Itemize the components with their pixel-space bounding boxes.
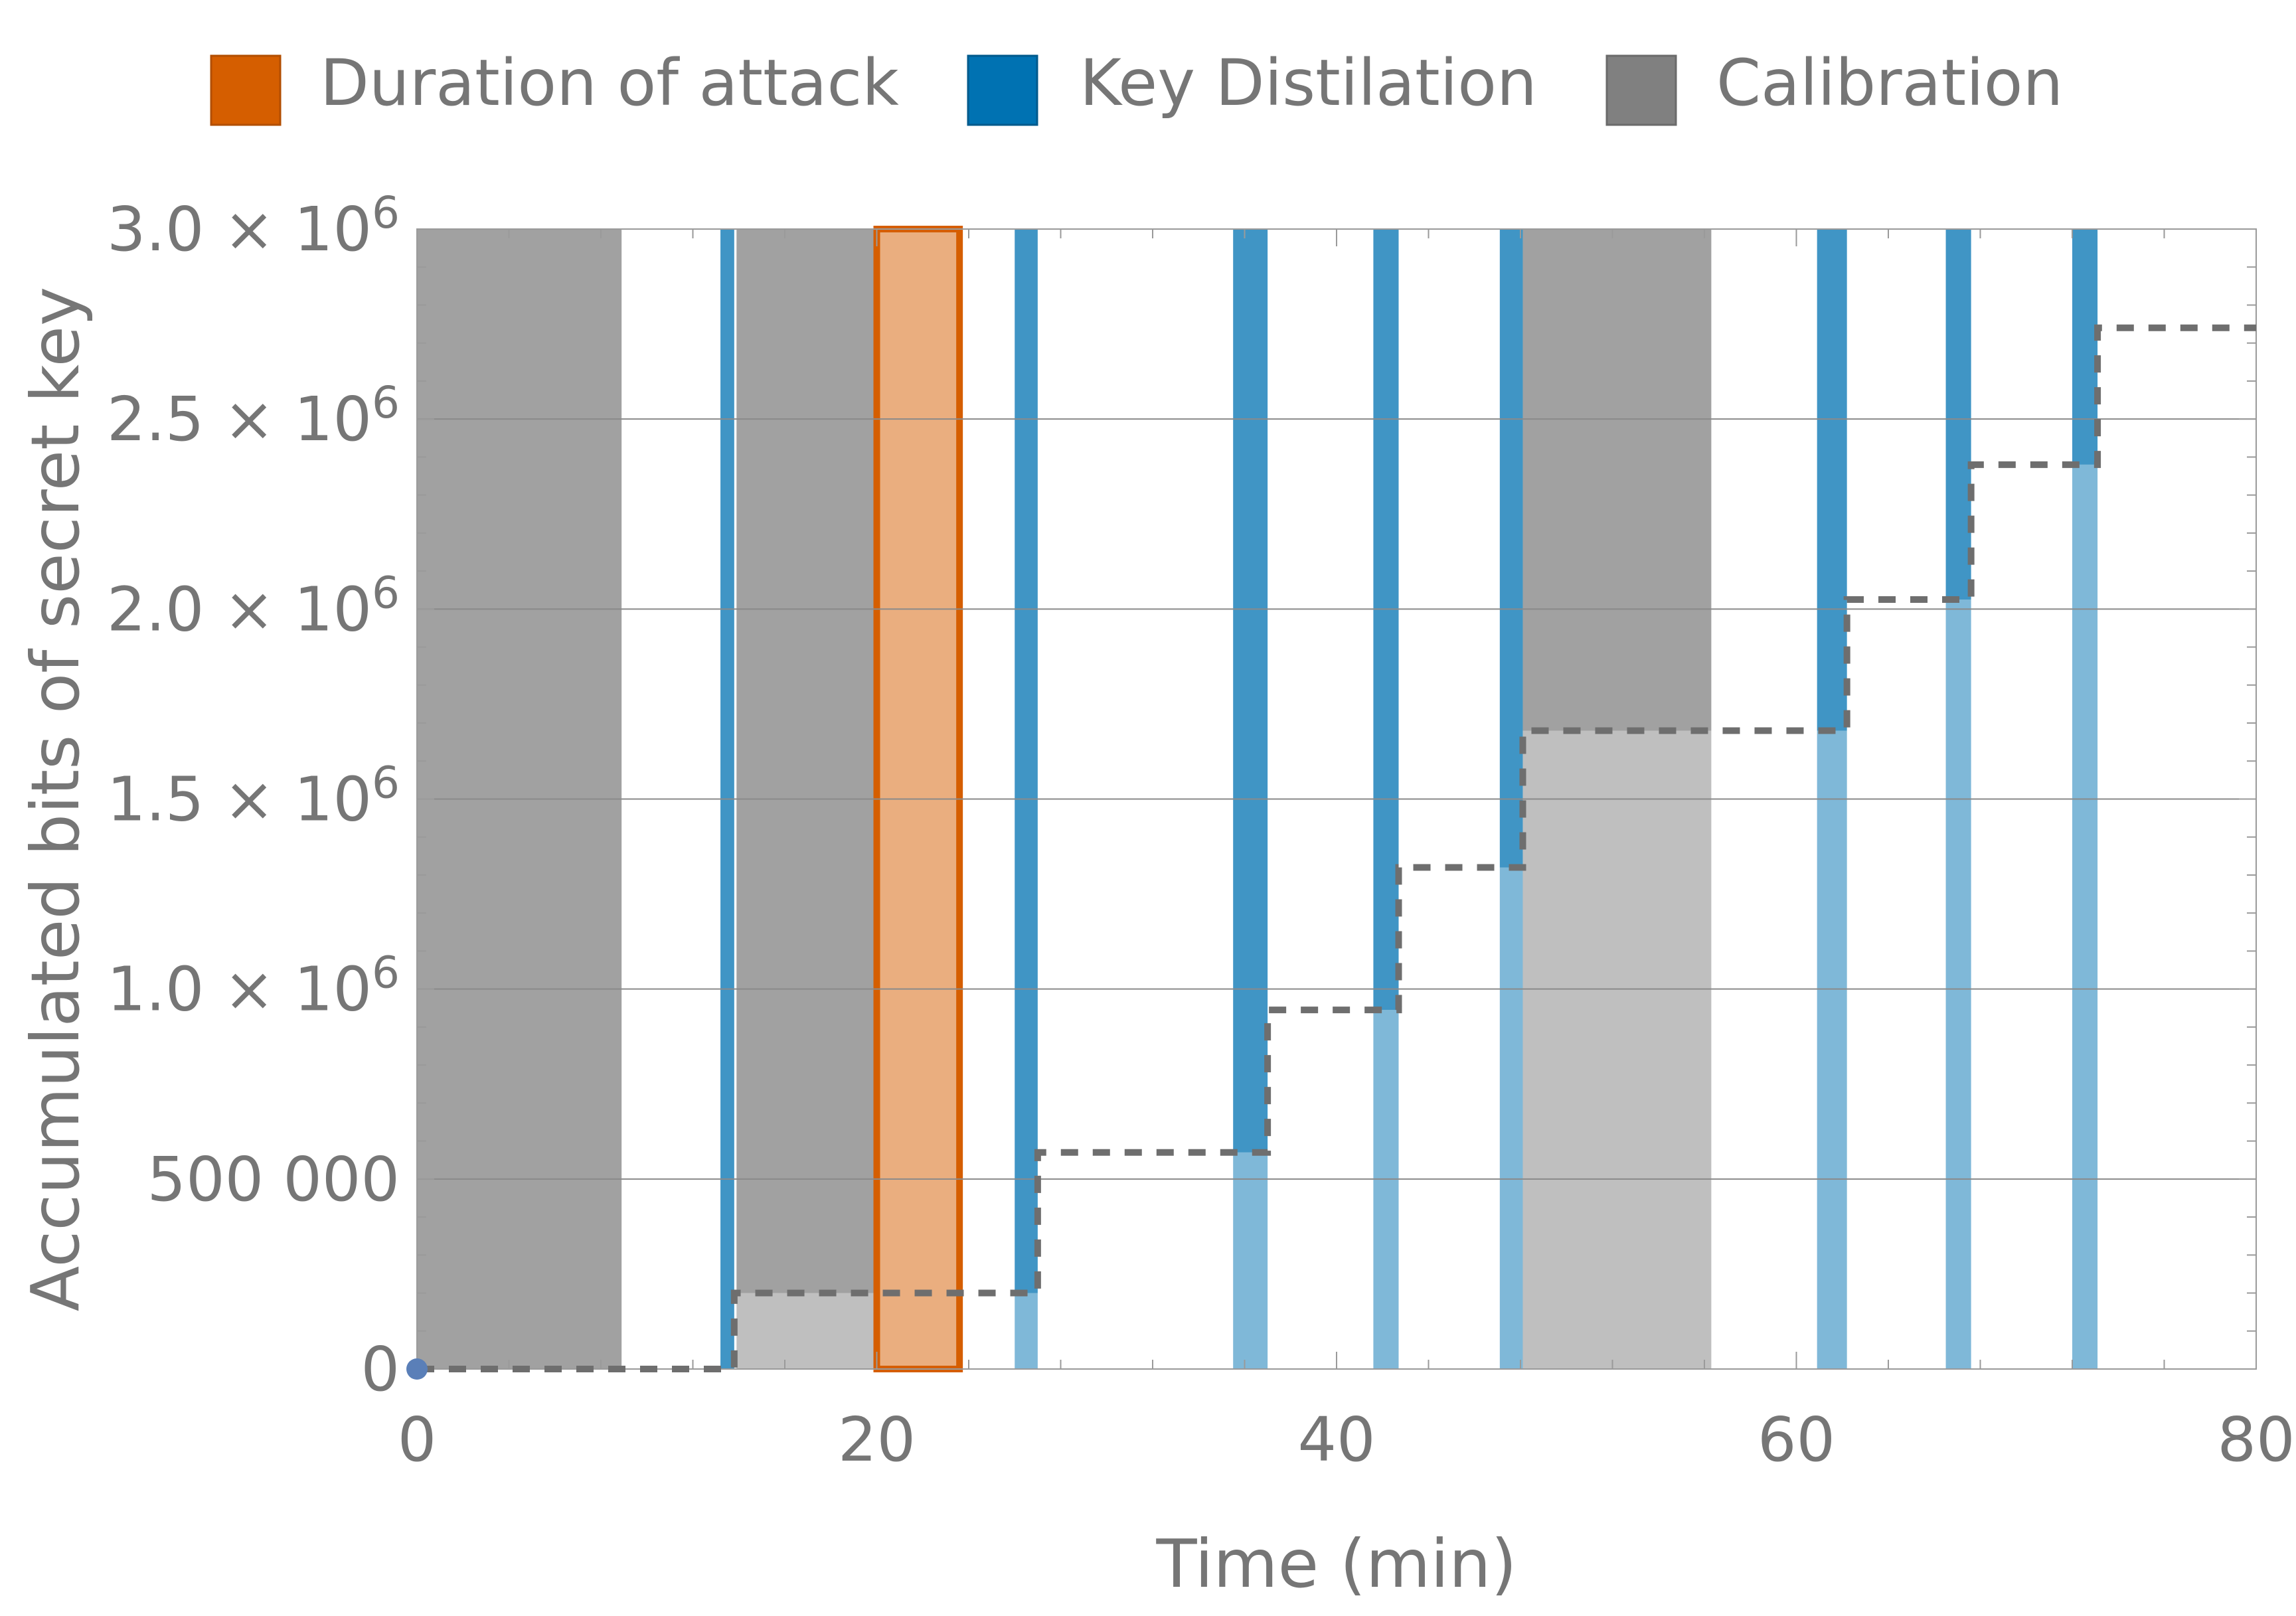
- key-distillation-band-lower-3: [1233, 1152, 1268, 1369]
- y-tick-label-6: 2.5 × 106: [107, 377, 400, 455]
- y-tick-label-7: 3.0 × 106: [107, 187, 400, 265]
- key-distillation-band-lower-6: [1817, 730, 1847, 1369]
- key-distillation-band-lower-5: [1499, 867, 1523, 1369]
- calibration-band-3: [1522, 229, 1712, 731]
- legend: Duration of attack Key Distilation Calibra…: [210, 46, 2063, 126]
- x-axis-title: Time (min): [1155, 1525, 1517, 1603]
- y-tick-label-5: 2.0 × 106: [107, 567, 400, 645]
- key-distillation-band-lower-2: [1015, 1293, 1038, 1369]
- accumulated-key-series: [406, 324, 2256, 1380]
- calibration-band-2: [736, 229, 875, 1293]
- legend-swatch-3: [1605, 54, 1677, 126]
- y-tick-label-1: 0: [361, 1334, 400, 1405]
- y-tick-labels: 0 500 000 1.0 × 106 1.5 × 106 2.0 × 106 2.5 ×…: [107, 187, 400, 1405]
- key-distillation-band-8: [2072, 229, 2098, 465]
- x-tick-label-4: 60: [1758, 1404, 1835, 1475]
- calibration-band-lower-2: [736, 1293, 875, 1369]
- key-distillation-band-3: [1233, 229, 1268, 1153]
- key-distillation-band-lower-4: [1373, 1010, 1399, 1369]
- plot-frame: [416, 228, 2257, 1370]
- y-tick-label-3: 1.0 × 106: [107, 947, 400, 1025]
- legend-label-2: Key Distilation: [1080, 46, 1537, 120]
- key-distillation-band-6: [1817, 229, 1847, 731]
- key-distillation-band-lower-7: [1945, 600, 1971, 1369]
- accumulated-key-line: [417, 324, 2256, 1372]
- key-distillation-band-4: [1373, 229, 1399, 1010]
- x-tick-label-5: 80: [2217, 1404, 2295, 1475]
- legend-swatch-1: [210, 54, 282, 126]
- gridlines: [417, 418, 2256, 1180]
- key-distillation-band-2: [1015, 229, 1038, 1293]
- y-tick-label-4: 1.5 × 106: [107, 758, 400, 835]
- x-tick-label-1: 0: [398, 1404, 437, 1475]
- legend-label-3: Calibration: [1716, 46, 2063, 120]
- calibration-band-lower-3: [1522, 730, 1712, 1369]
- minor-ticks: [416, 228, 2257, 1370]
- key-distillation-band-5: [1499, 229, 1523, 868]
- start-point: [406, 1358, 428, 1380]
- x-tick-label-3: 40: [1297, 1404, 1375, 1475]
- y-axis-title: Accumulated bits of secret key: [17, 287, 94, 1311]
- legend-label-1: Duration of attack: [320, 46, 899, 120]
- key-distillation-band-lower-8: [2072, 464, 2098, 1369]
- x-tick-label-2: 20: [838, 1404, 916, 1475]
- key-distillation-band-7: [1945, 229, 1971, 600]
- x-tick-labels: 0 20 40 60 80: [398, 1404, 2295, 1475]
- legend-swatch-2: [967, 54, 1038, 126]
- y-tick-label-2: 500 000: [147, 1144, 400, 1215]
